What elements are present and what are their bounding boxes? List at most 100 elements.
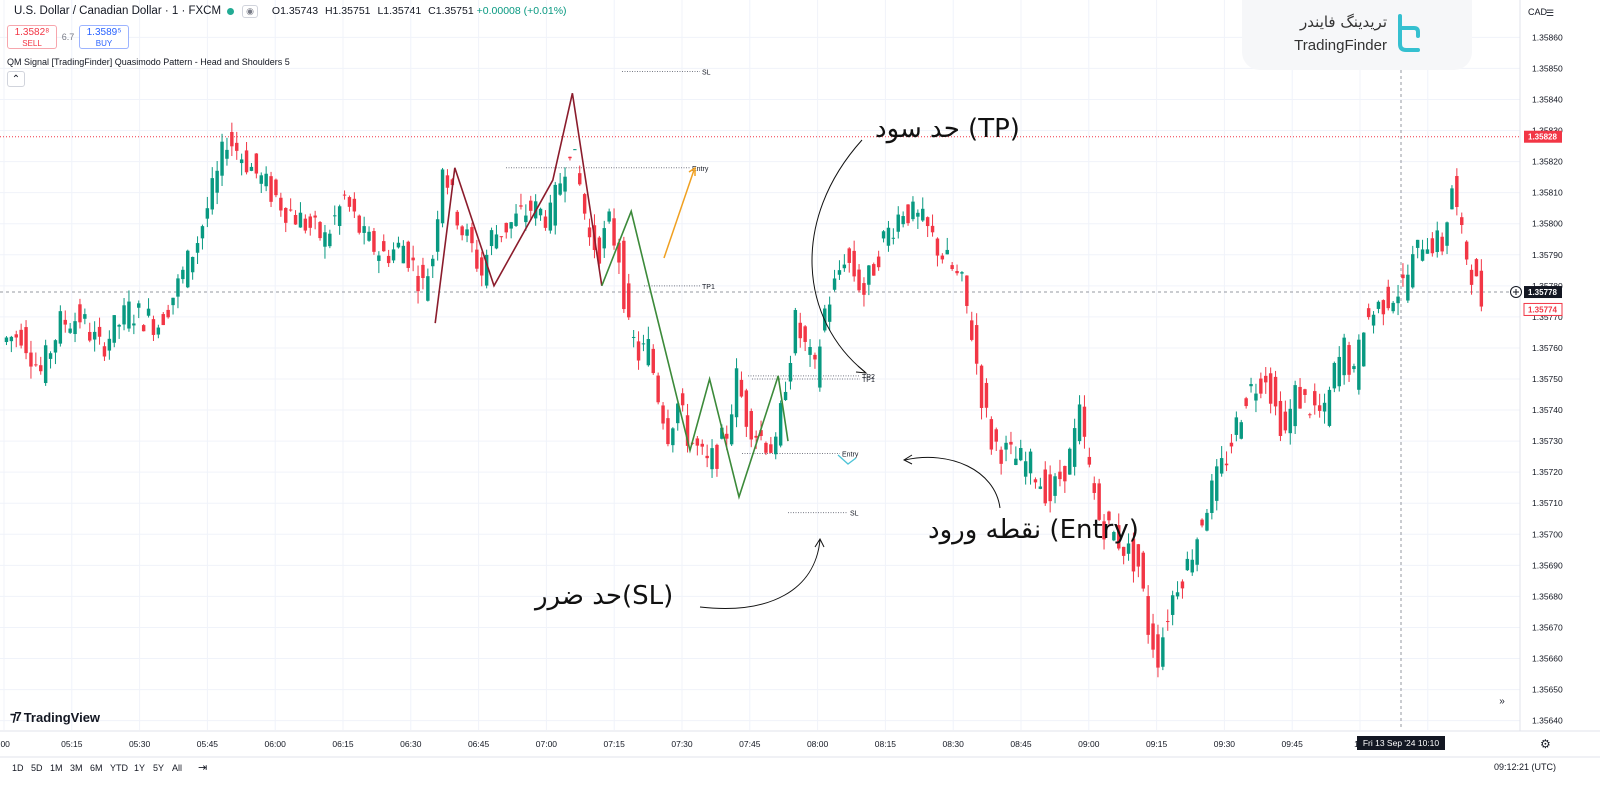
candle-body xyxy=(1420,249,1425,261)
candle-body xyxy=(288,209,293,211)
time-tick-label: 05:45 xyxy=(197,739,219,749)
candle-body xyxy=(195,243,200,253)
candle-body xyxy=(318,222,322,239)
candle-body xyxy=(720,427,724,439)
candle-body xyxy=(514,213,518,226)
candle-body xyxy=(1087,456,1092,465)
candle-body xyxy=(945,249,949,255)
menu-icon[interactable]: ☰ xyxy=(1546,8,1555,18)
entry-arrow-line xyxy=(663,169,695,259)
candle-body xyxy=(1234,417,1239,435)
scroll-right-icon[interactable]: » xyxy=(1499,696,1505,707)
calendar-range-icon[interactable]: ⇥ xyxy=(198,762,208,774)
candle-body xyxy=(1038,486,1043,489)
candle-body xyxy=(1386,286,1390,309)
price-marker xyxy=(1524,130,1562,143)
candle-body xyxy=(220,141,224,176)
candle-body xyxy=(1205,512,1209,531)
tf-6m[interactable]: 6M xyxy=(90,763,103,773)
tf-1d[interactable]: 1D xyxy=(12,763,24,773)
candle-body xyxy=(401,245,406,264)
candle-body xyxy=(504,222,508,233)
pattern-line xyxy=(601,208,789,500)
symbol-name[interactable]: U.S. Dollar / Canadian Dollar · 1 · FXCM xyxy=(14,5,222,17)
candle-body xyxy=(960,272,964,274)
time-tick-label: 06:45 xyxy=(468,739,490,749)
candle-body xyxy=(48,353,53,359)
candle-body xyxy=(857,269,861,291)
candle-body xyxy=(1362,332,1366,367)
time-tick-label: 09:00 xyxy=(1078,739,1100,749)
candle-body xyxy=(1219,458,1224,474)
candle-body xyxy=(1180,581,1185,589)
candle-body xyxy=(284,207,288,223)
gear-icon[interactable]: ⚙ xyxy=(1540,737,1551,751)
candle-body xyxy=(43,345,48,384)
crosshair-time-label: Fri 13 Sep '24 10:10 xyxy=(1363,738,1440,748)
candle-body xyxy=(391,249,396,261)
candle-body xyxy=(1121,546,1126,556)
candle-body xyxy=(264,173,268,187)
candle-body xyxy=(700,443,704,447)
tf-5y[interactable]: 5Y xyxy=(153,763,165,773)
level-label: Entry xyxy=(692,166,709,173)
candle-body xyxy=(249,166,254,171)
tf-3m[interactable]: 3M xyxy=(70,763,83,773)
crosshair-time-box xyxy=(1357,736,1445,750)
price-tick-label: 1.35640 xyxy=(1532,716,1563,726)
candle-body xyxy=(896,214,900,232)
candle-body xyxy=(1415,239,1420,248)
tf-1y[interactable]: 1Y xyxy=(134,763,146,773)
buy-button[interactable]: 1.3589⁵ BUY xyxy=(79,25,129,49)
candle-body xyxy=(1332,362,1337,389)
candle-body xyxy=(1371,314,1376,326)
price-marker xyxy=(1523,302,1563,316)
candle-body xyxy=(68,328,72,333)
visibility-eye-icon[interactable]: ◉ xyxy=(242,4,258,18)
time-tick-label: 08:45 xyxy=(1010,739,1032,749)
candle-body xyxy=(303,218,308,231)
candle-body xyxy=(308,216,312,228)
tf-all[interactable]: All xyxy=(172,763,183,773)
candle-body xyxy=(548,202,553,231)
candle-body xyxy=(29,352,33,367)
candle-body xyxy=(607,211,611,222)
candle-body xyxy=(1239,422,1243,439)
candle-body xyxy=(1249,384,1253,387)
level-label: TP1 xyxy=(862,377,875,384)
tf-5d[interactable]: 5D xyxy=(31,763,43,773)
open-value: O1.35743 xyxy=(271,5,319,17)
candle-body xyxy=(1469,269,1474,285)
candle-body xyxy=(107,338,112,351)
arrowhead-tp-icon xyxy=(855,365,868,374)
candle-body xyxy=(499,236,504,238)
clock[interactable]: 09:12:21 (UTC) xyxy=(1494,762,1557,772)
candle-body xyxy=(1268,373,1273,404)
currency-label[interactable]: CAD xyxy=(1528,7,1548,17)
tradingfinder-logo-icon xyxy=(1398,14,1420,52)
candle-body xyxy=(489,230,494,247)
plus-icon xyxy=(1513,289,1519,296)
candle-body xyxy=(587,227,592,238)
candle-body xyxy=(1068,448,1072,475)
candle-body xyxy=(416,275,420,292)
candle-body xyxy=(778,403,783,446)
candle-body xyxy=(950,265,954,269)
indicator-title[interactable]: QM Signal [TradingFinder] Quasimodo Patt… xyxy=(7,57,290,67)
tf-1m[interactable]: 1M xyxy=(50,763,63,773)
collapse-chevron-icon[interactable]: ⌃ xyxy=(7,71,25,87)
candle-body xyxy=(631,336,636,338)
change-value: +0.00008 (+0.01%) xyxy=(476,5,567,17)
candle-body xyxy=(494,234,499,249)
candle-body xyxy=(141,325,146,332)
close-value: C1.35751 xyxy=(428,5,474,17)
candle-body xyxy=(1366,308,1371,318)
sell-button[interactable]: 1.3582⁸ SELL xyxy=(7,25,57,49)
low-value: L1.35741 xyxy=(377,5,422,17)
candle-body xyxy=(1308,414,1312,416)
tf-ytd[interactable]: YTD xyxy=(110,763,128,773)
candle-body xyxy=(1014,458,1018,466)
candle-body xyxy=(519,205,523,207)
timeframe-bar: 1D 5D 1M 3M 6M YTD 1Y 5Y All ⇥ xyxy=(0,758,1600,778)
